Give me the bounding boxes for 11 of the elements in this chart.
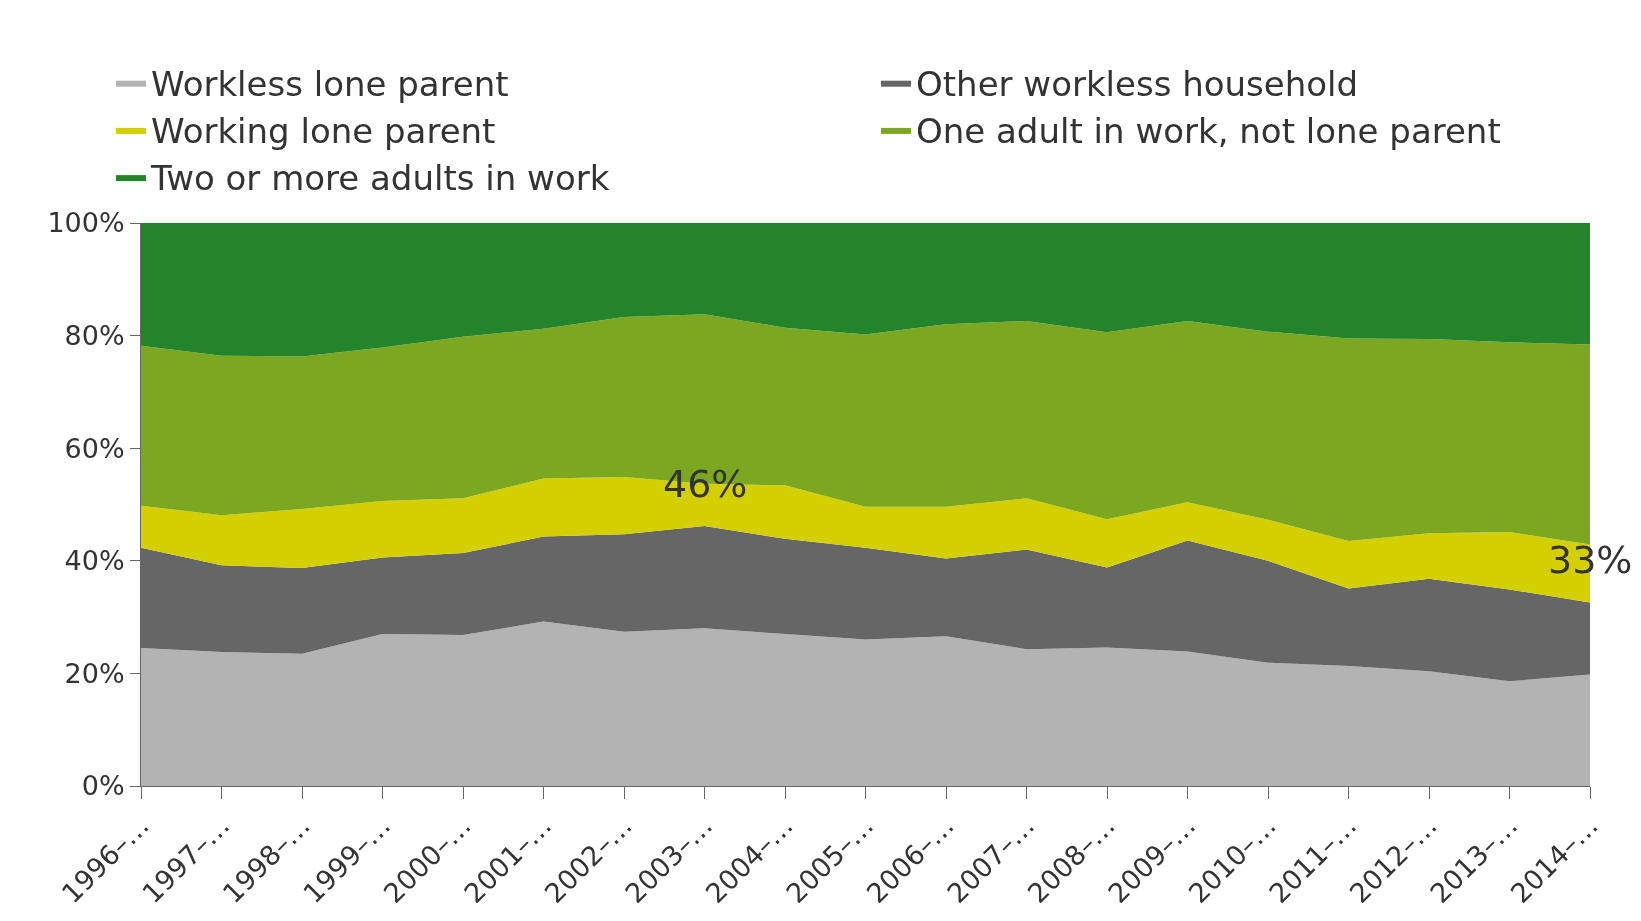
legend-label: Working lone parent	[151, 111, 496, 152]
y-tick-label: 40%	[64, 545, 125, 577]
y-tick-label: 80%	[64, 320, 125, 352]
legend-label: Workless lone parent	[151, 63, 509, 104]
y-tick-label: 0%	[81, 770, 125, 802]
y-tick-label: 100%	[47, 207, 125, 239]
y-tick-label: 60%	[64, 432, 125, 464]
legend-label: Two or more adults in work	[150, 158, 610, 199]
y-tick-label: 20%	[64, 657, 125, 689]
legend-label: Other workless household	[916, 63, 1359, 104]
legend-label: One adult in work, not lone parent	[916, 111, 1501, 152]
